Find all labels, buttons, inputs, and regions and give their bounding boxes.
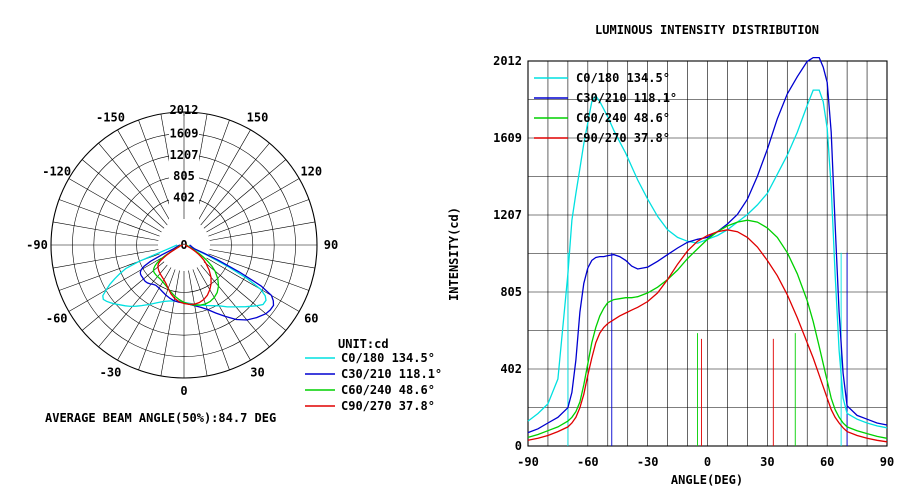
legend-label-c0: C0/180 134.5°	[341, 351, 435, 365]
polar-spoke	[209, 249, 316, 269]
x-axis-label: ANGLE(DEG)	[671, 473, 743, 487]
polar-grid	[50, 111, 318, 379]
polar-spoke	[200, 264, 270, 348]
polar-spoke	[192, 269, 230, 371]
polar-spoke	[208, 253, 310, 291]
polar-angle-label: -30	[100, 365, 122, 379]
polar-angle-label: 150	[247, 111, 269, 125]
polar-curve-c90-270	[157, 244, 212, 305]
x-tick: 60	[820, 455, 834, 469]
x-tick: 30	[760, 455, 774, 469]
polar-radial-tick-labels: 402 805 1207 1609 0	[170, 126, 199, 252]
polar-spoke	[58, 199, 160, 237]
polar-spoke	[138, 269, 176, 371]
y-axis-label: INTENSITY(cd)	[447, 207, 461, 301]
legend-label-c90: C90/270 37.8°	[341, 399, 435, 413]
series-c60-240	[527, 219, 888, 439]
polar-spoke	[203, 159, 287, 229]
series-c0-180	[527, 89, 888, 429]
polar-angle-label: -150	[96, 111, 125, 125]
polar-spoke	[208, 199, 310, 237]
polar-angle-label: -90	[26, 238, 48, 252]
polar-angle-label: 30	[250, 365, 264, 379]
line-legend-label-c60: C60/240 48.6°	[576, 111, 670, 125]
line-chart-series	[527, 56, 888, 443]
polar-spoke	[81, 261, 165, 331]
polar-curve-c0-180	[102, 244, 267, 308]
polar-spoke	[68, 257, 162, 312]
polar-angle-labels: 0 30 60 90 120 150 2012 -150 -120 -90 -60 -30	[26, 103, 338, 398]
polar-center-zero: 0	[180, 238, 187, 252]
polar-angle-label: -60	[46, 312, 68, 326]
polar-spoke	[160, 270, 180, 377]
polar-spoke	[117, 129, 172, 223]
series-c90-270	[527, 229, 888, 443]
polar-radial-tick: 1609	[170, 126, 199, 140]
polar-angle-label: 2012	[170, 103, 199, 117]
y-tick: 402	[500, 362, 522, 376]
chart-title: LUMINOUS INTENSITY DISTRIBUTION	[595, 23, 819, 37]
y-tick-labels: 0 402 805 1207 1609 2012	[493, 54, 522, 453]
polar-spoke	[200, 142, 270, 226]
polar-radial-tick: 805	[173, 169, 195, 183]
unit-label: UNIT:cd	[338, 337, 389, 351]
x-tick: 90	[880, 455, 894, 469]
polar-radial-tick: 1207	[170, 148, 199, 162]
polar-angle-label: 60	[304, 312, 318, 326]
polar-spoke	[81, 159, 165, 229]
y-tick: 1609	[493, 131, 522, 145]
polar-chart: 402 805 1207 1609 0 0 30 60 90 120 150 2012 -150 -12…	[26, 103, 338, 398]
legend-label-c60: C60/240 48.6°	[341, 383, 435, 397]
average-beam-angle: AVERAGE BEAM ANGLE(50%):84.7 DEG	[45, 411, 276, 425]
polar-spoke	[52, 249, 159, 269]
line-legend-label-c90: C90/270 37.8°	[576, 131, 670, 145]
polar-spoke	[209, 221, 316, 241]
x-tick-labels: -90 -60 -30 0 30 60 90	[517, 455, 894, 469]
y-tick: 1207	[493, 208, 522, 222]
y-tick: 2012	[493, 54, 522, 68]
polar-spoke	[206, 178, 300, 233]
polar-angle-label: 120	[300, 165, 322, 179]
polar-curves	[102, 244, 275, 321]
x-tick: 0	[704, 455, 711, 469]
series-c30-210	[527, 56, 888, 434]
polar-spoke	[52, 221, 159, 241]
line-legend-label-c0: C0/180 134.5°	[576, 71, 670, 85]
polar-angle-label: 0	[180, 384, 187, 398]
line-chart-legend: C0/180 134.5° C30/210 118.1° C60/240 48.…	[534, 71, 677, 145]
x-tick: -90	[517, 455, 539, 469]
polar-angle-label: -120	[42, 165, 71, 179]
polar-curve-c30-210	[139, 244, 275, 321]
x-tick: -60	[577, 455, 599, 469]
polar-spoke	[188, 270, 208, 377]
legend-label-c30: C30/210 118.1°	[341, 367, 442, 381]
polar-spoke	[68, 178, 162, 233]
polar-spoke	[196, 129, 251, 223]
polar-spoke	[98, 142, 168, 226]
polar-spoke	[117, 267, 172, 361]
y-tick: 805	[500, 285, 522, 299]
line-legend-label-c30: C30/210 118.1°	[576, 91, 677, 105]
polar-spoke	[203, 261, 287, 331]
polar-spoke	[206, 257, 300, 312]
polar-legend: C0/180 134.5° C30/210 118.1° C60/240 48.…	[305, 351, 442, 413]
y-tick: 0	[515, 439, 522, 453]
x-tick: -30	[637, 455, 659, 469]
line-chart: 0 402 805 1207 1609 2012 -90 -60 -30 0 30 60 90	[493, 54, 894, 469]
polar-angle-label: 90	[324, 238, 338, 252]
polar-spoke	[196, 267, 251, 361]
polar-radial-tick: 402	[173, 191, 195, 205]
